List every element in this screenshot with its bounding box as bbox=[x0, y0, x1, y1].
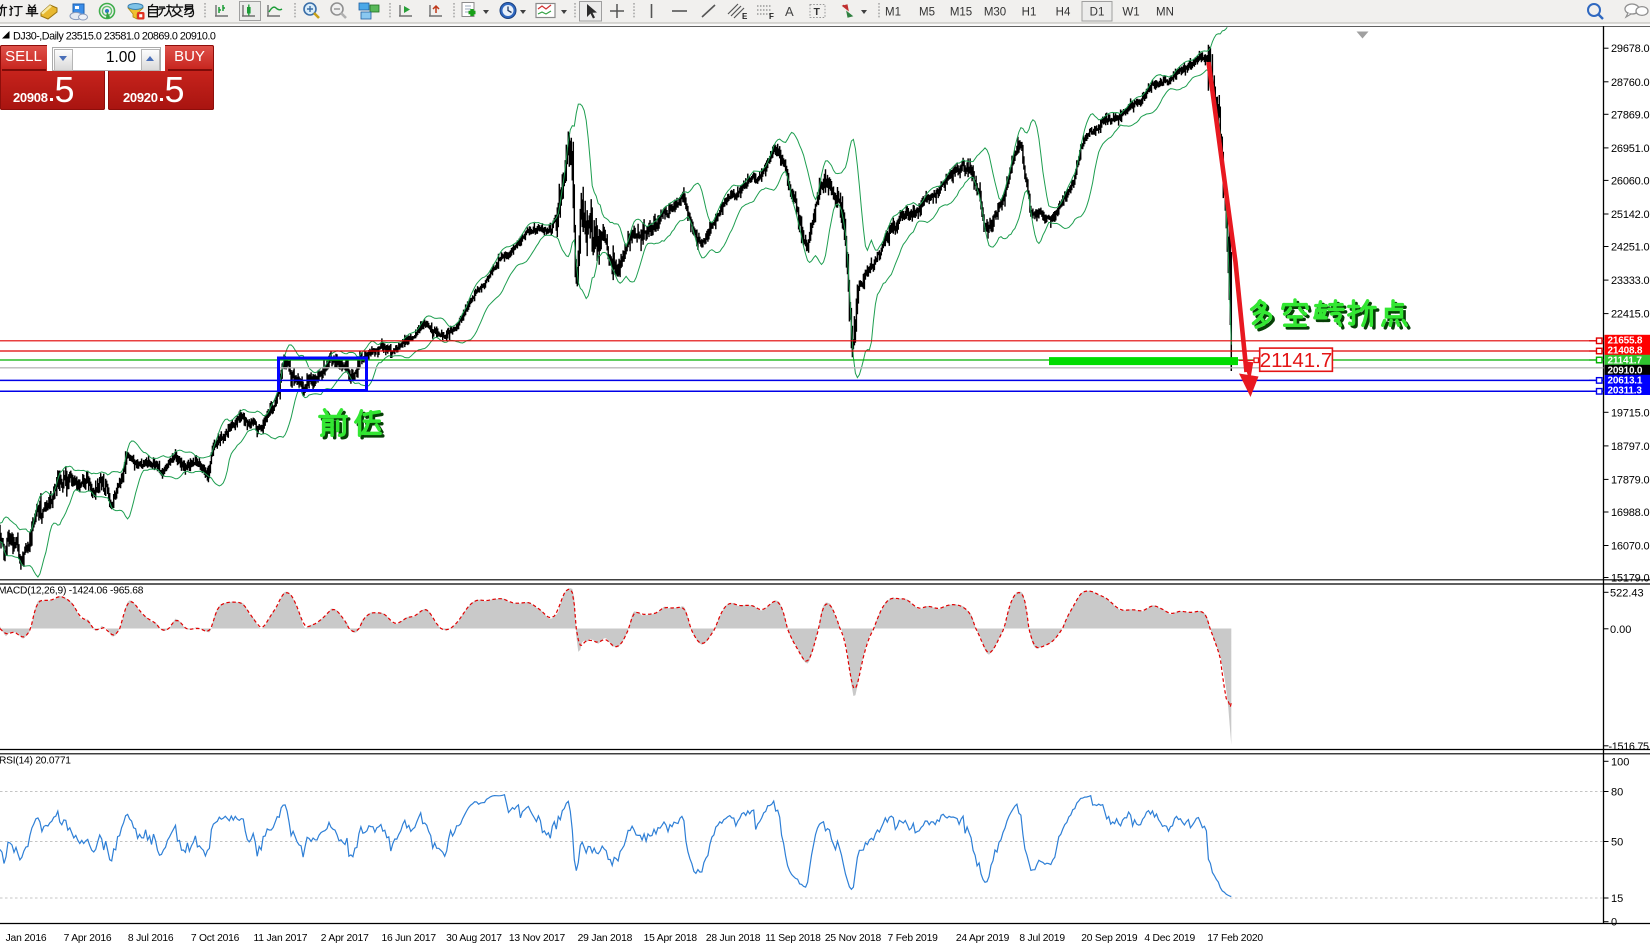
svg-text:15179.0: 15179.0 bbox=[1611, 573, 1649, 585]
svg-text:28760.0: 28760.0 bbox=[1611, 77, 1649, 89]
svg-text:M15: M15 bbox=[950, 7, 972, 19]
svg-text:15: 15 bbox=[1611, 893, 1623, 905]
svg-text:17 Feb 2020: 17 Feb 2020 bbox=[1207, 933, 1263, 944]
svg-text:8 Jul 2016: 8 Jul 2016 bbox=[128, 933, 174, 944]
svg-text:26060.0: 26060.0 bbox=[1611, 175, 1649, 187]
svg-text:28 Jun 2018: 28 Jun 2018 bbox=[706, 933, 761, 944]
svg-text:H1: H1 bbox=[1022, 7, 1037, 19]
svg-text:20 Sep 2019: 20 Sep 2019 bbox=[1081, 933, 1138, 944]
svg-text:T: T bbox=[814, 6, 821, 18]
svg-text:50: 50 bbox=[1611, 837, 1623, 849]
svg-text:RSI(14) 20.0771: RSI(14) 20.0771 bbox=[0, 756, 71, 767]
svg-text:21141.7: 21141.7 bbox=[1260, 349, 1333, 372]
svg-text:7 Apr 2016: 7 Apr 2016 bbox=[64, 933, 112, 944]
svg-text:16 Jun 2017: 16 Jun 2017 bbox=[381, 933, 436, 944]
svg-text:25 Nov 2018: 25 Nov 2018 bbox=[825, 933, 882, 944]
svg-text:20613.1: 20613.1 bbox=[1608, 375, 1643, 386]
svg-text:W1: W1 bbox=[1122, 7, 1139, 19]
svg-text:-1516.75: -1516.75 bbox=[1609, 741, 1650, 753]
svg-text:29678.0: 29678.0 bbox=[1611, 43, 1649, 55]
svg-text:30 Aug 2017: 30 Aug 2017 bbox=[446, 933, 502, 944]
svg-text:MN: MN bbox=[1156, 7, 1174, 19]
svg-text:20311.3: 20311.3 bbox=[1608, 385, 1643, 396]
svg-text:29 Jan 2018: 29 Jan 2018 bbox=[578, 933, 633, 944]
svg-text:522.43: 522.43 bbox=[1610, 587, 1644, 599]
svg-text:21655.8: 21655.8 bbox=[1608, 335, 1643, 346]
svg-text:24251.0: 24251.0 bbox=[1611, 242, 1649, 254]
svg-text:A: A bbox=[785, 4, 794, 19]
svg-text:F: F bbox=[769, 12, 774, 21]
svg-text:Jan 2016: Jan 2016 bbox=[6, 933, 47, 944]
svg-text:23333.0: 23333.0 bbox=[1611, 275, 1649, 287]
svg-text:E: E bbox=[742, 12, 748, 21]
svg-text:17879.0: 17879.0 bbox=[1611, 474, 1649, 486]
svg-text:27869.0: 27869.0 bbox=[1611, 109, 1649, 121]
svg-text:DJ30-,Daily 23515.0 23581.0 2: DJ30-,Daily 23515.0 23581.0 20869.0 2091… bbox=[13, 31, 216, 43]
svg-text:H4: H4 bbox=[1056, 7, 1071, 19]
svg-text:7 Oct 2016: 7 Oct 2016 bbox=[191, 933, 240, 944]
svg-text:15 Apr 2018: 15 Apr 2018 bbox=[644, 933, 698, 944]
svg-text:18797.0: 18797.0 bbox=[1611, 441, 1649, 453]
svg-text:80: 80 bbox=[1611, 787, 1623, 799]
svg-text:21408.8: 21408.8 bbox=[1608, 345, 1643, 356]
svg-text:8 Jul 2019: 8 Jul 2019 bbox=[1019, 933, 1065, 944]
svg-text:21141.7: 21141.7 bbox=[1608, 355, 1643, 366]
svg-text:M1: M1 bbox=[885, 7, 901, 19]
svg-text:M30: M30 bbox=[984, 7, 1006, 19]
svg-text:25142.0: 25142.0 bbox=[1611, 209, 1649, 221]
svg-text:16070.0: 16070.0 bbox=[1611, 541, 1649, 553]
svg-text:0: 0 bbox=[1611, 917, 1617, 929]
svg-text:24 Apr 2019: 24 Apr 2019 bbox=[956, 933, 1010, 944]
svg-text:0.00: 0.00 bbox=[1610, 624, 1631, 636]
svg-text:100: 100 bbox=[1611, 756, 1629, 768]
svg-text:11 Sep 2018: 11 Sep 2018 bbox=[765, 933, 821, 944]
svg-text:M5: M5 bbox=[919, 7, 935, 19]
svg-text:22415.0: 22415.0 bbox=[1611, 309, 1649, 321]
svg-text:7 Feb 2019: 7 Feb 2019 bbox=[888, 933, 939, 944]
svg-text:4 Dec 2019: 4 Dec 2019 bbox=[1144, 933, 1195, 944]
svg-text:16988.0: 16988.0 bbox=[1611, 507, 1649, 519]
svg-text:26951.0: 26951.0 bbox=[1611, 143, 1649, 155]
svg-text:D1: D1 bbox=[1090, 7, 1105, 19]
svg-text:19715.0: 19715.0 bbox=[1611, 407, 1649, 419]
svg-text:13 Nov 2017: 13 Nov 2017 bbox=[509, 933, 566, 944]
svg-text:2 Apr 2017: 2 Apr 2017 bbox=[321, 933, 369, 944]
svg-text:MACD(12,26,9) -1424.06 -965.68: MACD(12,26,9) -1424.06 -965.68 bbox=[0, 586, 144, 597]
svg-text:11 Jan 2017: 11 Jan 2017 bbox=[254, 933, 308, 944]
svg-text:20910.0: 20910.0 bbox=[1608, 365, 1643, 376]
